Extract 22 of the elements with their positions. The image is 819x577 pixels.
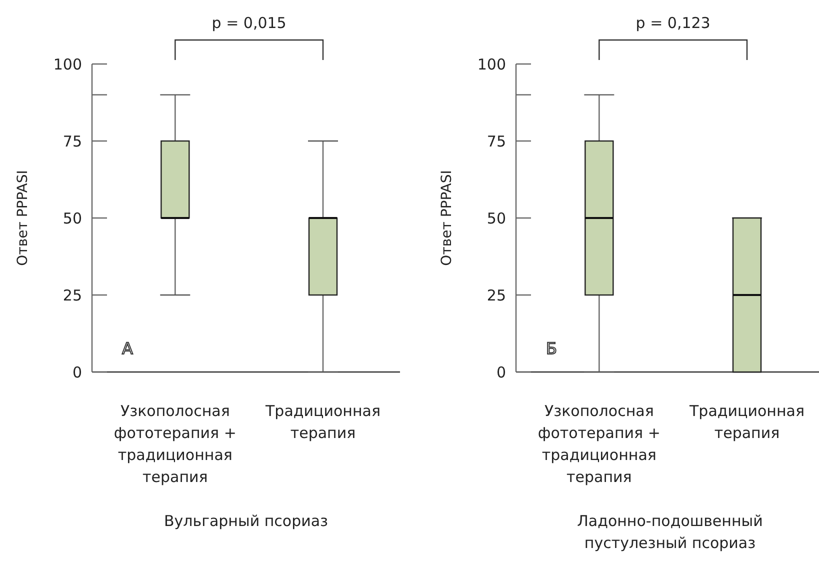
- text: p = 0,123: [636, 14, 710, 32]
- x-axis-title: Ладонно-подошвенный пустулезный псориаз: [577, 512, 763, 552]
- y-tick-label: 25: [486, 286, 506, 304]
- y-tick-label: 100: [477, 55, 506, 74]
- y-tick-label: 100: [53, 55, 82, 74]
- text: p = 0,015: [212, 14, 286, 32]
- x-tick-label: Традиционная терапия: [688, 402, 804, 442]
- y-tick-label: 50: [62, 209, 82, 228]
- y-tick-label: 0: [496, 363, 506, 382]
- annotation: Б: [546, 339, 557, 358]
- x-axis-title: Вульгарный псориаз: [164, 512, 328, 530]
- x-tick-label: Узкополосная фототерапия + традиционная терапия: [538, 402, 660, 486]
- y-tick-label: 0: [72, 363, 82, 382]
- annotation: А: [122, 339, 133, 358]
- y-axis-title: Ответ PPPASI: [14, 170, 31, 266]
- y-tick-label: 75: [486, 132, 506, 150]
- y-tick-label: 25: [62, 286, 82, 304]
- y-tick-label: 75: [62, 132, 82, 150]
- x-tick-label: Традиционная терапия: [264, 402, 380, 442]
- x-tick-label: Узкополосная фототерапия + традиционная терапия: [114, 402, 236, 486]
- y-tick-label: 50: [486, 209, 506, 228]
- y-axis-title: Ответ PPPASI: [438, 170, 455, 266]
